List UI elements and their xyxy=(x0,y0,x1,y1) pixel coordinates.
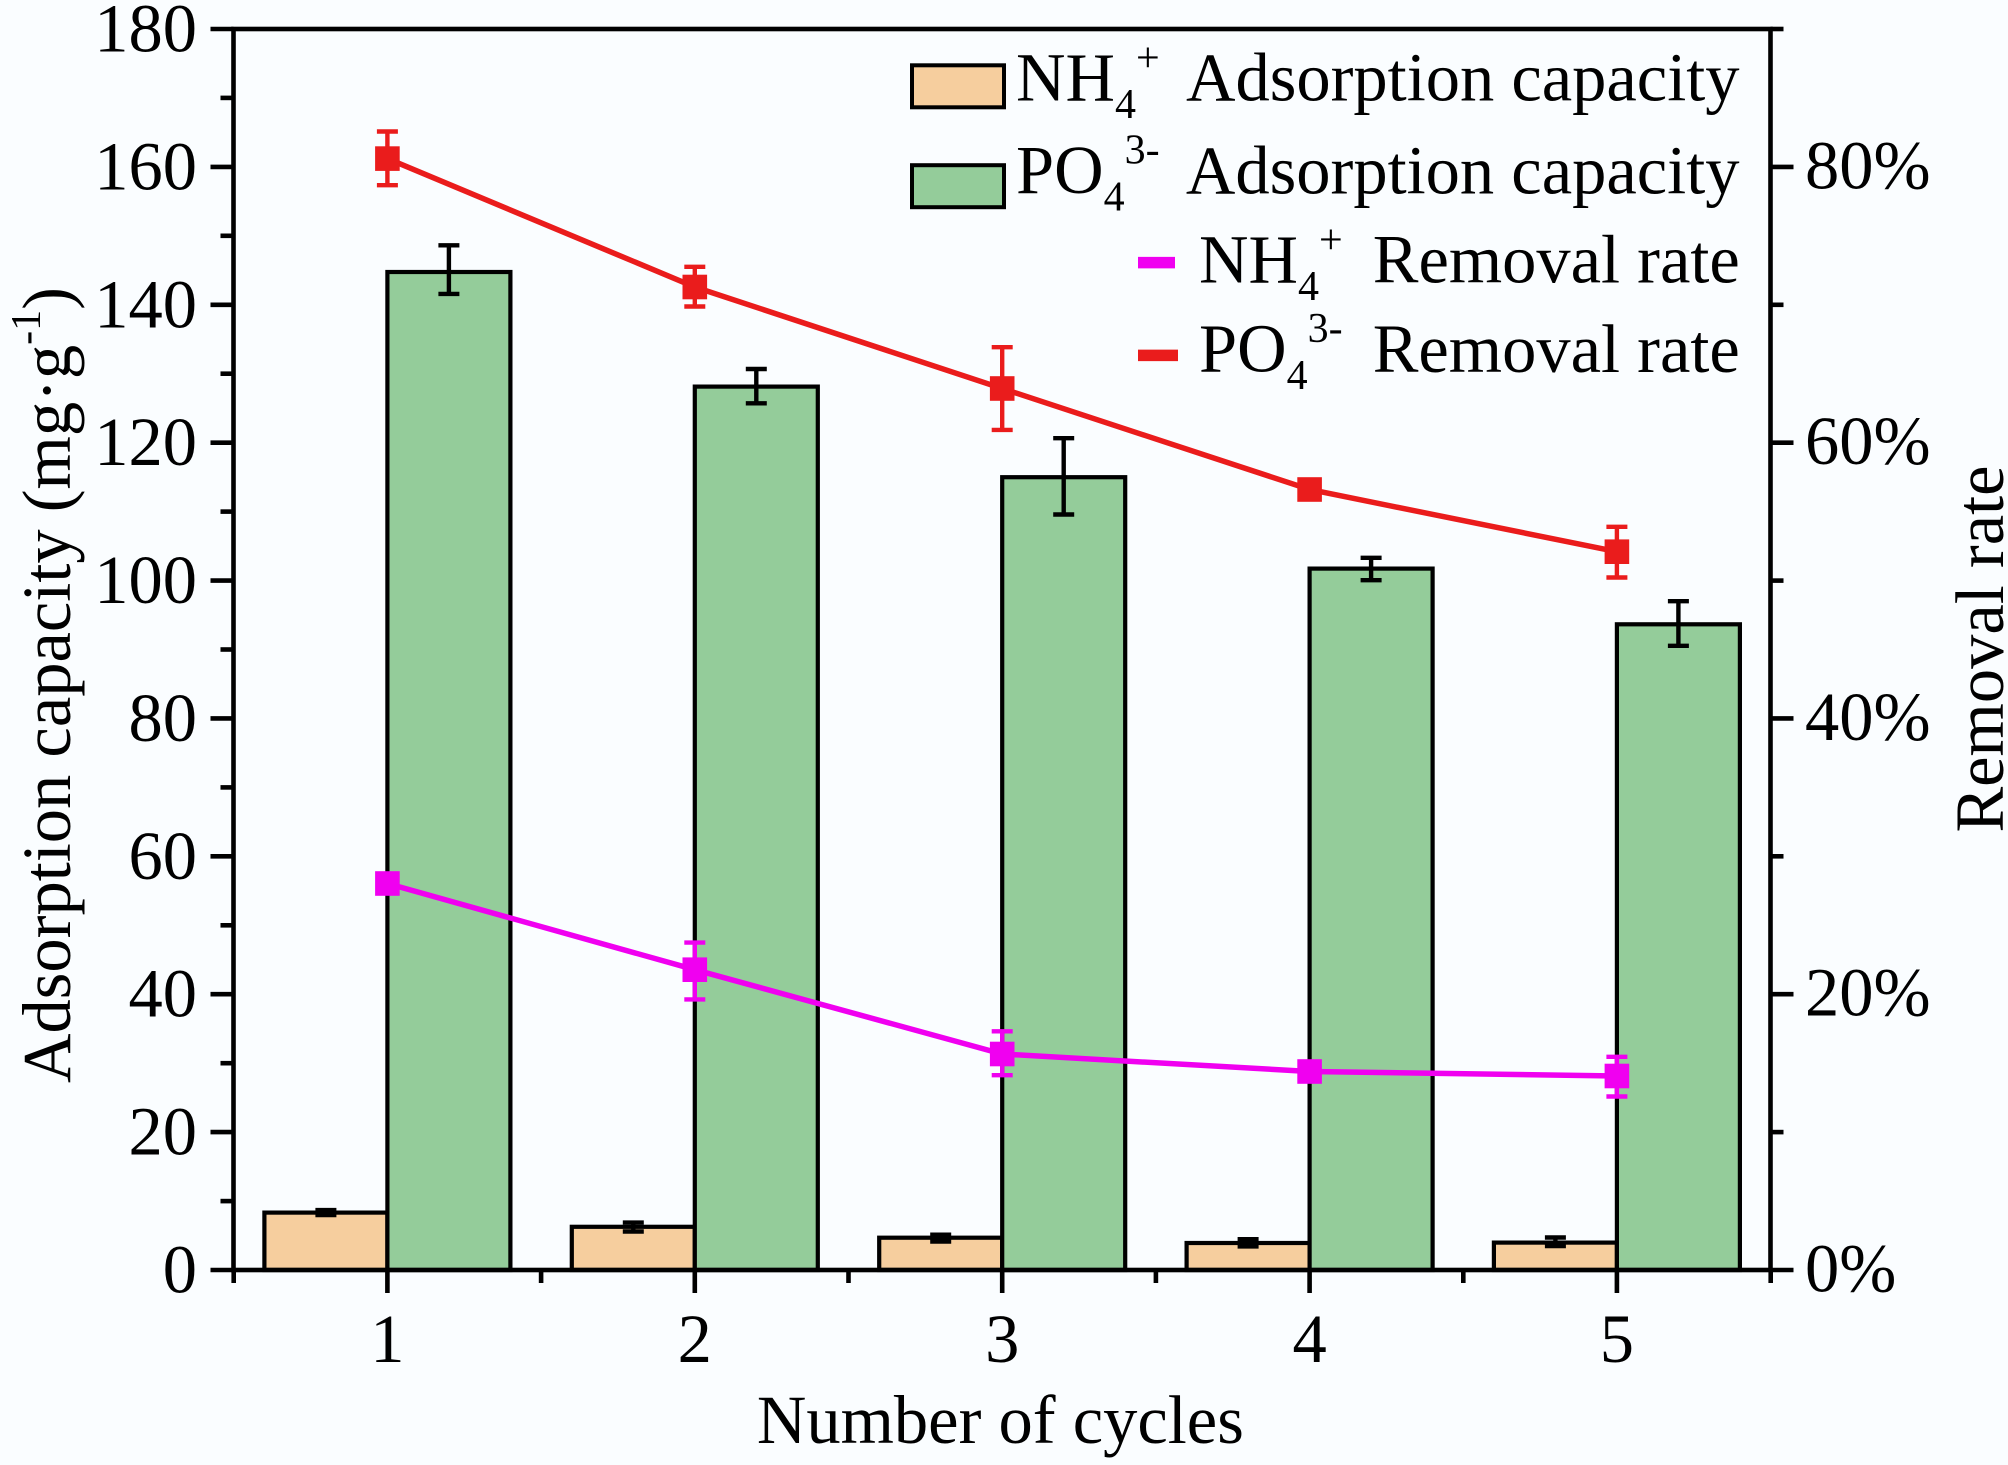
svg-text:60: 60 xyxy=(129,818,198,894)
svg-text:40: 40 xyxy=(129,956,198,1032)
svg-text:Adsorption capacity (mg·g-1): Adsorption capacity (mg·g-1) xyxy=(4,287,85,1083)
svg-text:3: 3 xyxy=(985,1301,1019,1377)
svg-text:80: 80 xyxy=(129,680,198,756)
svg-text:1: 1 xyxy=(370,1301,404,1377)
svg-text:60%: 60% xyxy=(1805,403,1931,479)
svg-text:5: 5 xyxy=(1600,1301,1634,1377)
svg-text:NH4+ Removal rate: NH4+ Removal rate xyxy=(1199,218,1740,311)
svg-text:180: 180 xyxy=(94,0,197,67)
svg-text:20: 20 xyxy=(129,1094,198,1170)
svg-text:160: 160 xyxy=(94,128,197,204)
svg-text:40%: 40% xyxy=(1805,679,1931,755)
svg-text:20%: 20% xyxy=(1805,955,1931,1031)
svg-text:120: 120 xyxy=(94,404,197,480)
svg-text:Number of cycles: Number of cycles xyxy=(757,1382,1244,1458)
svg-text:Removal rate: Removal rate xyxy=(1942,465,2008,832)
svg-text:PO43- Removal rate: PO43- Removal rate xyxy=(1199,306,1740,399)
svg-text:4: 4 xyxy=(1292,1301,1326,1377)
svg-text:140: 140 xyxy=(94,266,197,342)
svg-text:80%: 80% xyxy=(1805,127,1931,203)
svg-text:0: 0 xyxy=(163,1232,197,1308)
svg-text:100: 100 xyxy=(94,542,197,618)
svg-text:2: 2 xyxy=(678,1301,712,1377)
svg-text:0%: 0% xyxy=(1805,1231,1896,1307)
svg-text:PO43- Adsorption capacity: PO43- Adsorption capacity xyxy=(1016,128,1739,221)
